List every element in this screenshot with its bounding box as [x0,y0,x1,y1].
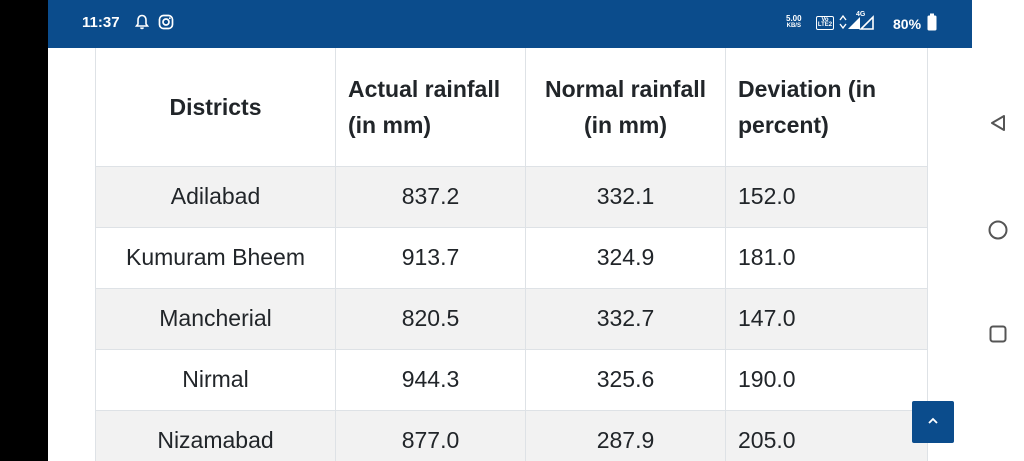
phone-screen: 11:37 5.00 KB/S Vo LTE2 4G 80% [48,0,972,461]
network-speed-value: 5.00 [786,14,802,23]
recents-square-icon[interactable] [986,322,1010,346]
cell-actual-rainfall: 944.3 [335,348,526,411]
left-black-strip [0,0,48,461]
cell-deviation: 190.0 [725,348,928,411]
cell-normal-rainfall: 287.9 [525,409,726,461]
header-districts: Districts [95,48,336,167]
table-row: Mancherial 820.5 332.7 147.0 [95,287,928,350]
cell-normal-rainfall: 325.6 [525,348,726,411]
table-header-row: Districts Actual rainfall (in mm) Normal… [95,48,928,167]
instagram-icon [158,13,174,31]
battery-percentage: 80% [893,16,922,32]
cell-normal-rainfall: 324.9 [525,226,726,289]
navigation-bar [972,0,1024,461]
scroll-to-top-button[interactable] [912,401,954,443]
cell-actual-rainfall: 877.0 [335,409,526,461]
battery-icon [926,13,938,31]
cell-normal-rainfall: 332.7 [525,287,726,350]
cell-district: Nirmal [95,348,336,411]
signal-icon [838,13,874,31]
cell-district: Adilabad [95,165,336,228]
notification-bell-icon [134,13,150,31]
cell-district: Mancherial [95,287,336,350]
volte-icon: Vo LTE2 [816,16,834,30]
cell-deviation: 147.0 [725,287,928,350]
header-deviation: Deviation (in percent) [725,48,928,167]
cell-deviation: 152.0 [725,165,928,228]
network-speed: 5.00 KB/S [786,15,802,30]
cell-district: Nizamabad [95,409,336,461]
status-bar: 11:37 5.00 KB/S Vo LTE2 4G 80% [48,0,972,48]
back-triangle-icon[interactable] [986,111,1010,135]
cell-actual-rainfall: 913.7 [335,226,526,289]
rainfall-table: Districts Actual rainfall (in mm) Normal… [95,48,928,461]
cell-actual-rainfall: 837.2 [335,165,526,228]
cell-normal-rainfall: 332.1 [525,165,726,228]
cell-deviation: 205.0 [725,409,928,461]
chevron-up-icon [926,413,940,431]
table-row: Nizamabad 877.0 287.9 205.0 [95,409,928,461]
table-row: Kumuram Bheem 913.7 324.9 181.0 [95,226,928,289]
cell-deviation: 181.0 [725,226,928,289]
cell-district: Kumuram Bheem [95,226,336,289]
table-row: Adilabad 837.2 332.1 152.0 [95,165,928,228]
network-speed-unit: KB/S [786,23,801,29]
volte-top-label: Vo [821,17,829,23]
volte-bottom-label: LTE2 [817,22,833,28]
header-actual-rainfall: Actual rainfall (in mm) [335,48,526,167]
status-time: 11:37 [82,14,120,31]
header-normal-rainfall: Normal rainfall (in mm) [525,48,726,167]
signal-type-label: 4G [856,11,866,18]
home-circle-icon[interactable] [986,218,1010,242]
cell-actual-rainfall: 820.5 [335,287,526,350]
table-row: Nirmal 944.3 325.6 190.0 [95,348,928,411]
